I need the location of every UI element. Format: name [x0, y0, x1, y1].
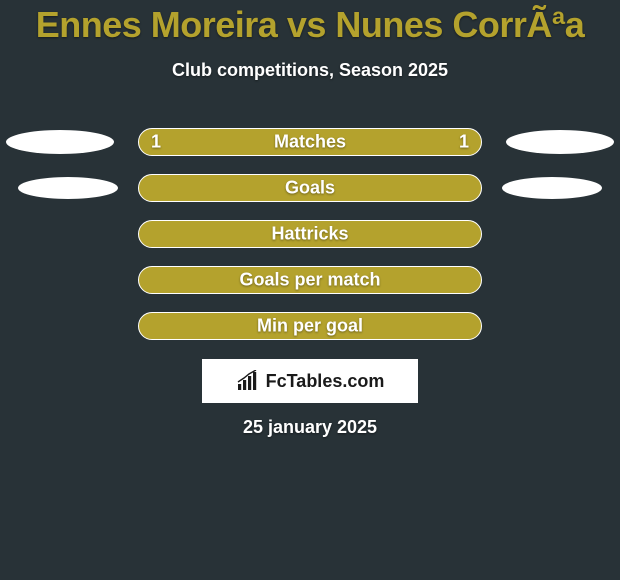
right-ellipse: [502, 177, 602, 199]
stat-row-matches: 1 Matches 1: [0, 119, 620, 165]
logo-box: FcTables.com: [202, 359, 418, 403]
stat-row-min-per-goal: Min per goal: [0, 303, 620, 349]
stat-bar: 1 Matches 1: [138, 128, 482, 156]
stat-bar: Hattricks: [138, 220, 482, 248]
logo-text: FcTables.com: [266, 371, 385, 392]
stat-row-goals: Goals: [0, 165, 620, 211]
stat-bar: Min per goal: [138, 312, 482, 340]
stat-bar: Goals per match: [138, 266, 482, 294]
left-ellipse: [6, 130, 114, 154]
stat-label: Goals per match: [239, 270, 380, 291]
stat-row-goals-per-match: Goals per match: [0, 257, 620, 303]
stat-row-hattricks: Hattricks: [0, 211, 620, 257]
stat-bar: Goals: [138, 174, 482, 202]
stat-rows: 1 Matches 1 Goals Hattricks: [0, 119, 620, 349]
page-title: Ennes Moreira vs Nunes CorrÃªa: [0, 4, 620, 46]
stats-card: Ennes Moreira vs Nunes CorrÃªa Club comp…: [0, 0, 620, 580]
left-value: 1: [151, 132, 161, 153]
date-label: 25 january 2025: [0, 417, 620, 438]
stat-label: Matches: [274, 132, 346, 153]
stat-label: Min per goal: [257, 316, 363, 337]
right-value: 1: [459, 132, 469, 153]
bar-chart-icon: [236, 370, 262, 392]
stat-label: Goals: [285, 178, 335, 199]
bar-chart-icon-svg: [238, 370, 256, 390]
right-ellipse: [506, 130, 614, 154]
left-ellipse: [18, 177, 118, 199]
subtitle: Club competitions, Season 2025: [0, 60, 620, 81]
stat-label: Hattricks: [271, 224, 348, 245]
